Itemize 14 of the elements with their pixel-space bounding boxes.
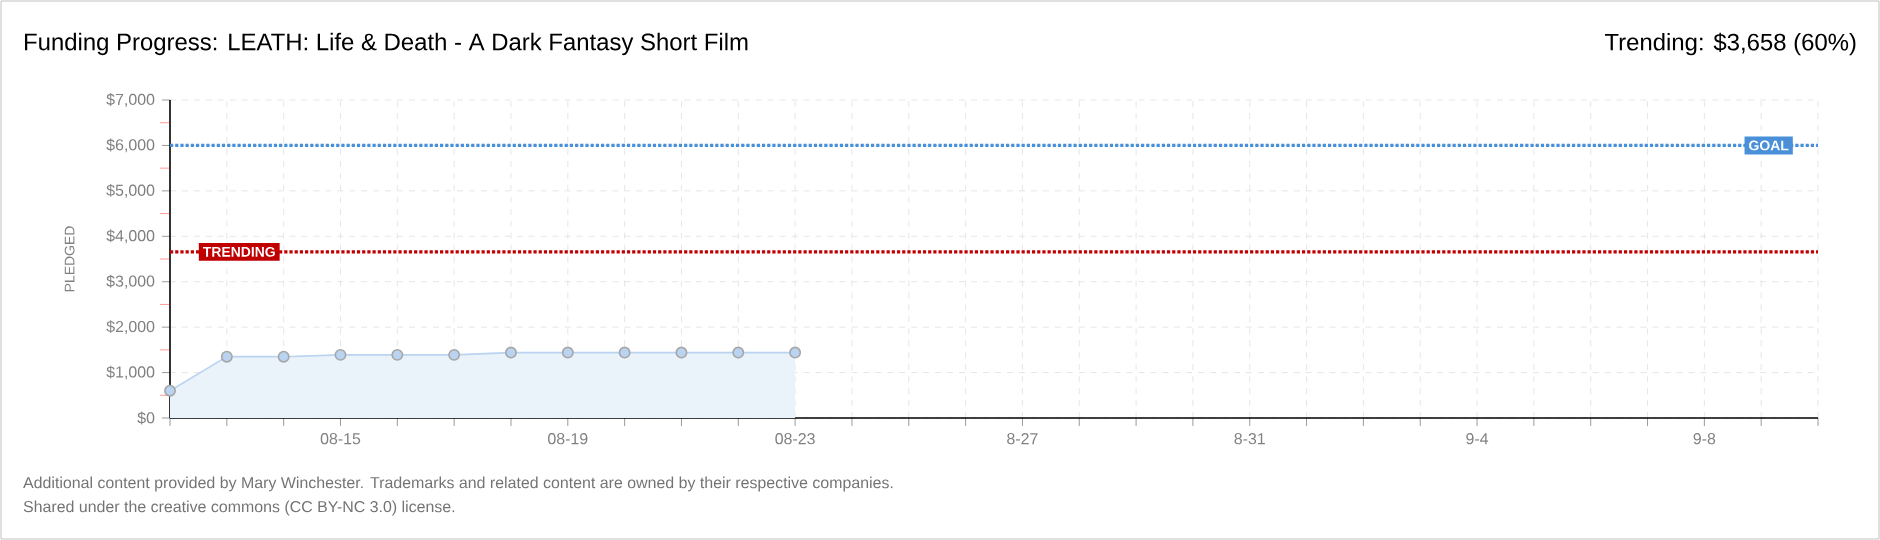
point <box>789 346 802 359</box>
chart-subtitle: Trending: $3,658 (60%) <box>1604 32 1856 56</box>
chart-title: Funding Progress: LEATH: Life & Death - A Dark Fantasy Short Film <box>25 32 748 56</box>
point <box>618 346 631 359</box>
point <box>277 350 290 363</box>
point <box>504 346 517 359</box>
point <box>675 346 688 359</box>
point <box>334 348 347 361</box>
point <box>448 348 461 361</box>
point <box>561 346 574 359</box>
point <box>391 348 404 361</box>
point <box>164 384 176 397</box>
point <box>732 346 745 359</box>
point <box>220 350 233 363</box>
